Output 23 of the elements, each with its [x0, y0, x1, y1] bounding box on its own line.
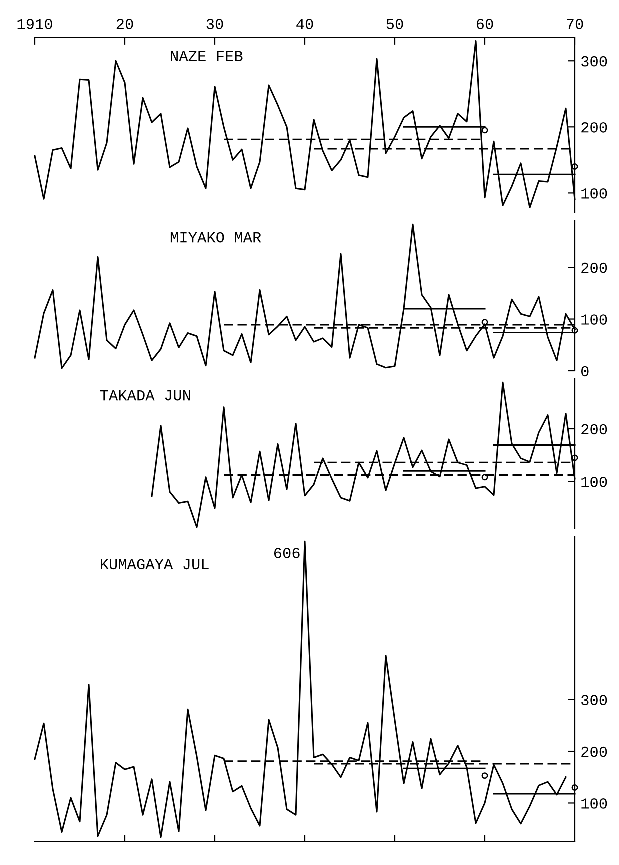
text: KUMAGAYA JUL	[101, 559, 209, 570]
x-tick-label: 40	[296, 19, 314, 30]
y-tick-label: 100	[582, 188, 608, 199]
x-tick-label: 1910	[18, 19, 52, 30]
y-tick-label: 200	[582, 424, 608, 435]
y-tick-label: 100	[582, 798, 608, 809]
text: TAKADA JUN	[100, 390, 190, 401]
x-tick-label: 30	[206, 19, 224, 30]
y-tick-label: 100	[582, 314, 608, 325]
y-tick-label: 300	[582, 56, 608, 67]
y-tick-label: 300	[582, 695, 608, 706]
text: NAZE FEB	[171, 51, 243, 62]
y-tick-label: 0	[581, 366, 589, 377]
annotation: 606	[274, 548, 300, 558]
y-tick-label: 100	[582, 476, 608, 488]
y-tick-label: 200	[582, 262, 608, 274]
x-tick-label: 50	[386, 19, 404, 30]
x-tick-label: 20	[116, 19, 134, 30]
x-tick-label: 70	[567, 19, 584, 30]
y-tick-label: 200	[582, 122, 608, 133]
text: MIYAKO MAR	[170, 232, 262, 243]
x-tick-label: 60	[476, 19, 494, 30]
y-tick-label: 200	[582, 746, 608, 758]
